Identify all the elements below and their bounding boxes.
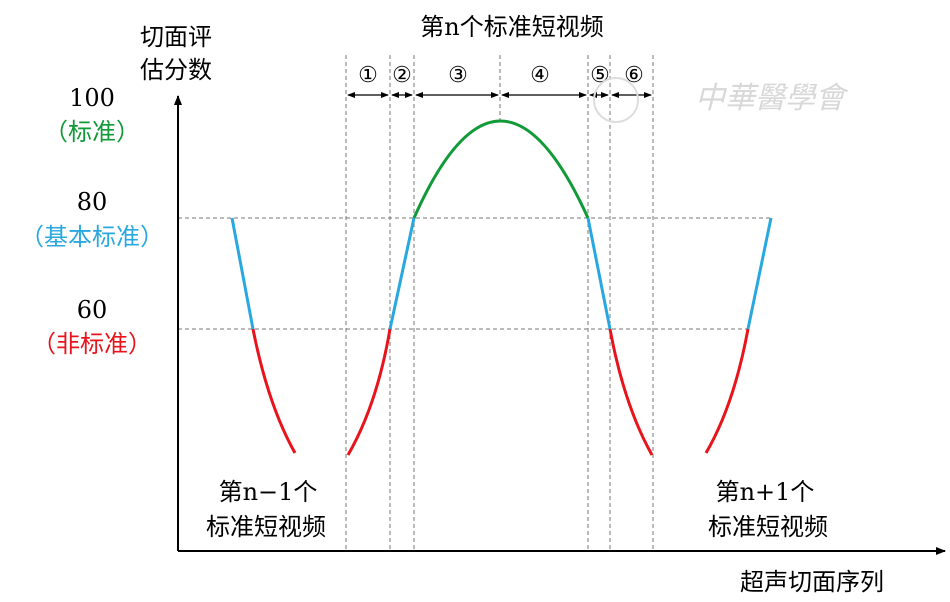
previous-video: 第n−1个 — [219, 478, 318, 506]
level-label: （基本标准） — [20, 223, 164, 251]
segment-label: ④ — [530, 63, 550, 88]
level-label: （标准） — [44, 118, 140, 146]
x-axis-label: 超声切面序列 — [740, 568, 884, 596]
y-axis-label: 切面评 — [140, 23, 212, 51]
level-value: 60 — [77, 296, 108, 324]
title: 第n个标准短视频 — [420, 13, 603, 41]
level-value: 100 — [69, 84, 115, 112]
level-value: 80 — [77, 188, 108, 216]
next-video: 标准短视频 — [708, 513, 828, 541]
next-video: 第n+1个 — [716, 478, 815, 506]
watermark: 中華醫學會 — [695, 81, 849, 116]
segment-label: ⑥ — [624, 63, 644, 88]
y-axis-label: 估分数 — [140, 56, 212, 84]
watermark-seal — [593, 77, 639, 123]
segment-label: ② — [392, 63, 412, 88]
previous-video: 标准短视频 — [206, 513, 326, 541]
segment-label: ① — [358, 63, 378, 88]
level-label: （非标准） — [32, 330, 152, 358]
segment-label: ③ — [448, 63, 468, 88]
guides — [178, 55, 771, 550]
curves — [230, 119, 773, 456]
